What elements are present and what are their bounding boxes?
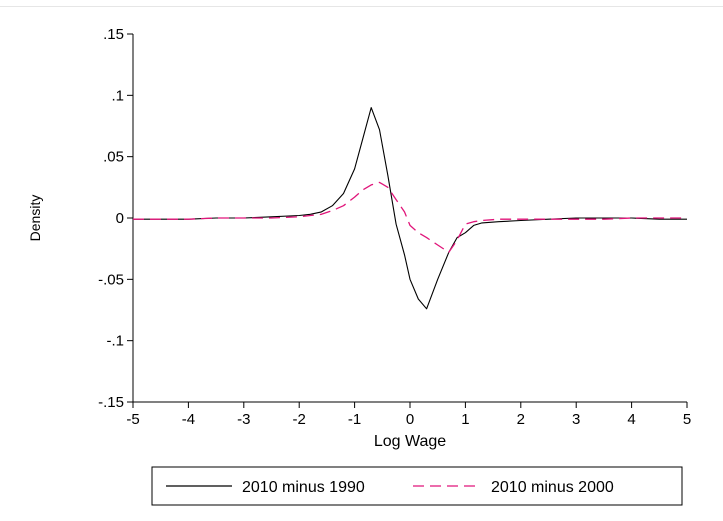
legend-label-1: 2010 minus 1990 (242, 479, 365, 496)
y-tick-label: .05 (103, 149, 124, 166)
y-tick-label: -.1 (106, 333, 124, 350)
x-tick-label: 1 (461, 411, 469, 428)
axes-group: -.15 -.1 -.05 0 .05 .1 .15 -5 -4 -3 -2 -1 0 1 2 3 4 5 (98, 26, 691, 428)
y-axis-label: Density (27, 195, 43, 242)
x-tick-label: -2 (293, 411, 306, 428)
y-tick-label: -.05 (98, 271, 124, 288)
series-lines (133, 107, 687, 310)
series-line-2 (133, 181, 687, 253)
legend: 2010 minus 1990 2010 minus 2000 (151, 466, 683, 506)
x-tick-label: 5 (683, 411, 691, 428)
x-axis-label: Log Wage (374, 433, 446, 450)
top-divider (0, 6, 723, 7)
y-tick-label: -.15 (98, 394, 124, 411)
x-tick-label: -5 (126, 411, 139, 428)
x-tick-label: -3 (237, 411, 250, 428)
y-tick-label: 0 (116, 210, 124, 227)
x-tick-label: 4 (627, 411, 635, 428)
x-tick-label: 2 (517, 411, 525, 428)
series-line-1 (133, 107, 687, 310)
x-tick-label: 0 (406, 411, 414, 428)
x-tick-label: -1 (348, 411, 361, 428)
y-tick-label: .15 (103, 26, 124, 43)
x-tick-label: -4 (182, 411, 195, 428)
y-tick-label: .1 (111, 87, 124, 104)
legend-label-2: 2010 minus 2000 (491, 479, 614, 496)
x-tick-label: 3 (572, 411, 580, 428)
